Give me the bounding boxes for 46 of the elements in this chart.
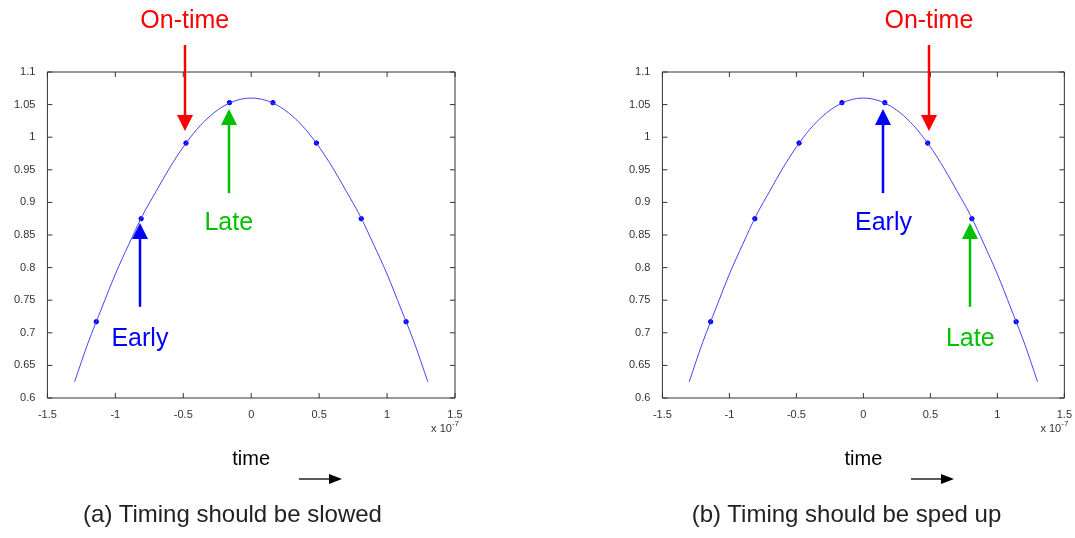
y-tick-label: 0.75 (628, 293, 651, 306)
y-tick-label: 0.85 (13, 228, 36, 241)
y-tick-label: 1 (29, 130, 36, 143)
x-tick-label: -1.5 (652, 407, 672, 420)
x-axis-title: time (844, 446, 883, 469)
annotation: Early (110, 321, 170, 352)
y-tick-label: 0.9 (20, 195, 36, 208)
y-tick-label: 0.85 (628, 228, 651, 241)
y-tick-label: 0.75 (13, 293, 36, 306)
text: On-time (883, 3, 975, 34)
text: (b) Timing should be sped up (691, 500, 1002, 528)
x-tick-label: -0.5 (173, 407, 193, 420)
y-tick-label: 0.7 (20, 325, 36, 338)
x-tick-label: -1.5 (37, 407, 57, 420)
x-tick-label: 1 (994, 407, 1001, 420)
x-tick-label: 0 (248, 407, 255, 420)
x-tick-label: 1 (384, 407, 391, 420)
x-tick-label: 0.5 (922, 407, 939, 420)
text: (a) Timing should be slowed (83, 500, 382, 528)
y-tick-label: 1 (644, 130, 651, 143)
x-axis-title: time (232, 446, 271, 469)
annotation: Early (854, 206, 913, 237)
annotation: Late (203, 206, 255, 237)
y-tick-label: 1.05 (628, 97, 651, 110)
x-tick-label: -0.5 (786, 407, 806, 420)
x-tick-label: 1.5 (447, 407, 463, 420)
y-tick-label: 0.7 (635, 325, 651, 338)
annotation: Late (944, 321, 996, 352)
x-tick-label: 0.5 (311, 407, 327, 420)
y-tick-label: 0.6 (20, 391, 36, 404)
y-tick-label: 0.95 (628, 162, 651, 175)
x-tick-label: -1 (724, 407, 735, 420)
y-tick-label: 0.95 (13, 162, 36, 175)
x-tick-label: 0 (860, 407, 867, 420)
y-tick-label: 0.8 (635, 260, 651, 273)
y-tick-label: 0.8 (20, 260, 36, 273)
y-tick-label: 0.65 (13, 358, 36, 371)
y-tick-label: 0.9 (635, 195, 651, 208)
y-tick-label: 1.1 (20, 65, 36, 78)
y-tick-label: 0.65 (628, 358, 651, 371)
x-tick-label: 1.5 (1056, 407, 1072, 420)
x-tick-label: -1 (110, 407, 121, 420)
y-tick-label: 1.1 (635, 65, 651, 78)
y-tick-label: 0.6 (635, 391, 651, 404)
text: On-time (139, 3, 231, 34)
y-tick-label: 1.05 (13, 97, 36, 110)
